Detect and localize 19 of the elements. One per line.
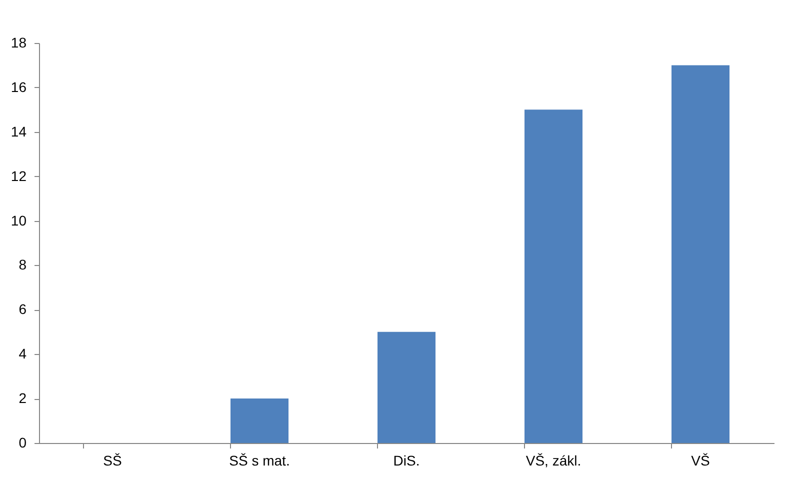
y-tick-label: 4 [18, 346, 27, 362]
y-tick-label: 18 [10, 34, 27, 50]
y-tick-label: 0 [18, 434, 27, 450]
bar [230, 398, 288, 443]
y-tick-label: 6 [18, 301, 27, 318]
y-tick-label: 12 [10, 168, 27, 184]
x-tick-label: VŠ, zákl. [526, 452, 582, 468]
y-tick-label: 10 [10, 212, 27, 228]
bar [524, 110, 582, 443]
x-tick-label: DiS. [393, 452, 420, 468]
y-tick-label: 8 [18, 256, 27, 273]
x-tick-label: VŠ [691, 452, 710, 468]
bar [378, 332, 436, 443]
y-tick-label: 14 [10, 123, 27, 140]
y-tick-label: 2 [18, 390, 27, 406]
bar [672, 65, 730, 443]
x-tick-label: SŠ [103, 452, 122, 468]
y-tick-label: 16 [10, 78, 27, 95]
x-tick-label: SŠ s mat. [229, 452, 290, 468]
